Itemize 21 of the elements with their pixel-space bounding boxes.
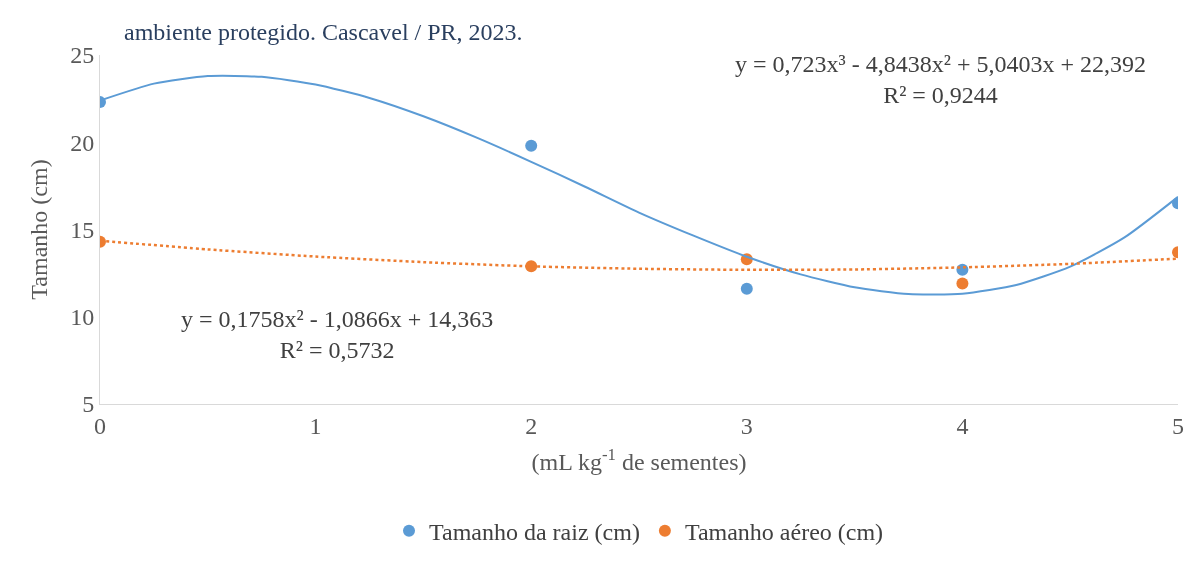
x-tick-label: 5 [1172,412,1184,439]
point [740,282,753,295]
y-tick-label: 25 [70,42,95,69]
x-axis-title: (mL kg$^{-1}$ de sementes) [531,445,747,476]
x-tick-label: 3 [740,412,753,439]
legend-label: Tamanho da raiz (cm) [429,519,640,546]
x-tick-label: 0 [94,412,106,439]
x-tick-label: 4 [956,412,969,439]
annotation: y = 0,1758x² - 1,0866x + 14,363 R² = 0,5732 [181,306,494,364]
legend-label: Tamanho aéreo (cm) [684,519,884,546]
y-axis-title: Tamanho (cm) [26,159,53,300]
chart-title: ambiente protegido. Cascavel / PR, 2023. [124,19,523,45]
x-tick-label: 1 [309,412,322,439]
point [956,277,969,290]
y-tick-label: 15 [70,216,95,243]
y-tick-label: 5 [82,391,95,418]
annotation: y = 0,723x³ - 4,8438x² + 5,0403x + 22,392 R² = 0,9244 [735,51,1146,109]
point [525,139,538,152]
y-tick-label: 20 [70,129,95,156]
y-tick-label: 10 [70,304,95,331]
x-tick-label: 2 [525,412,538,439]
